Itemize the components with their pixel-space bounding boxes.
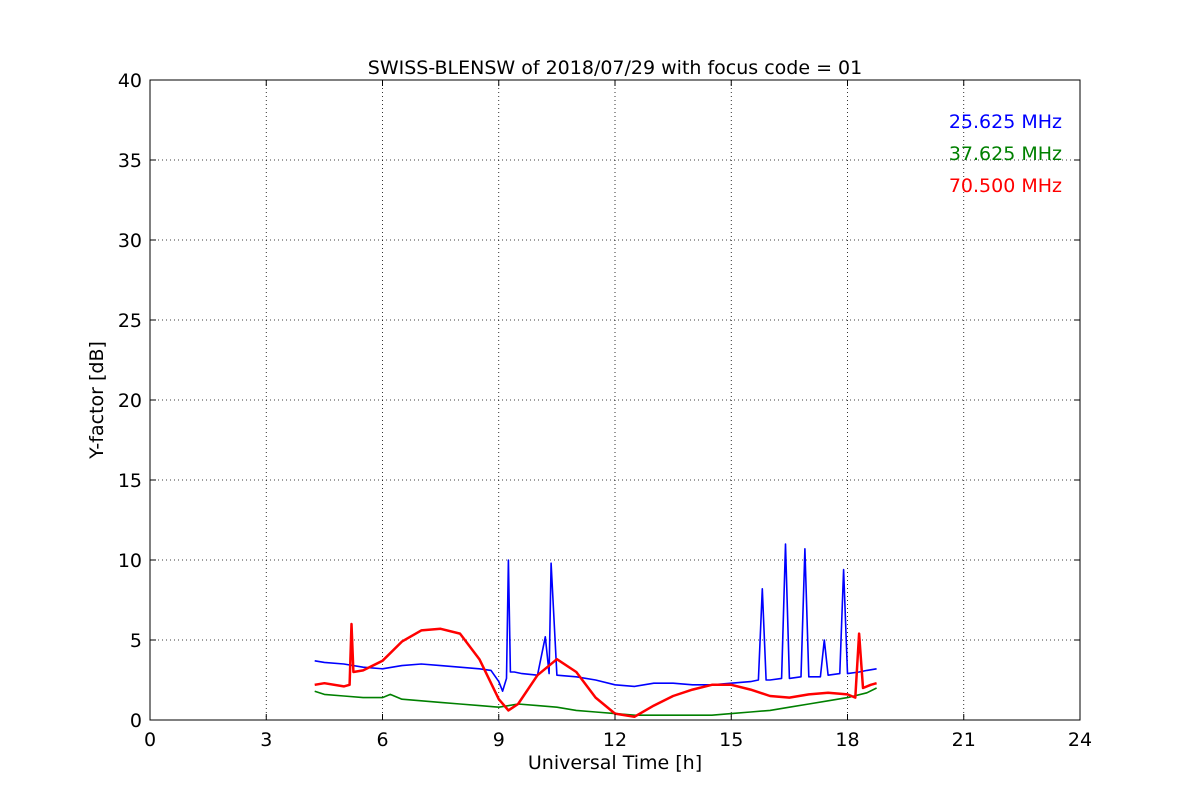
series-line-37-625-mhz: [314, 687, 877, 717]
x-tick-label: 0: [144, 729, 156, 751]
y-tick-label: 5: [130, 630, 142, 652]
chart-title: SWISS-BLENSW of 2018/07/29 with focus co…: [368, 57, 862, 79]
y-axis-label: Y-factor [dB]: [86, 341, 108, 460]
legend: 25.625 MHz 37.625 MHz 70.500 MHz: [949, 111, 1062, 197]
y-tick-label: 20: [118, 390, 142, 412]
series-line-70-500-mhz: [314, 622, 877, 719]
x-tick-label: 9: [493, 729, 505, 751]
x-tick-label: 6: [376, 729, 388, 751]
x-tick-label: 21: [952, 729, 976, 751]
y-tick-label: 10: [118, 550, 142, 572]
legend-entry: 37.625 MHz: [949, 143, 1062, 165]
x-axis-label: Universal Time [h]: [528, 752, 702, 774]
legend-entry: 25.625 MHz: [949, 111, 1062, 133]
y-tick-label: 30: [118, 230, 142, 252]
y-tick-label: 15: [118, 470, 142, 492]
legend-entry: 70.500 MHz: [949, 175, 1062, 197]
series-layer: [314, 543, 877, 719]
ticks: 0 3 6 9 12 15 18 21 24 0 5 10 15 20 25 30 35 40: [118, 70, 1092, 751]
x-tick-label: 3: [260, 729, 272, 751]
x-tick-label: 12: [603, 729, 627, 751]
y-tick-label: 25: [118, 310, 142, 332]
y-tick-label: 40: [118, 70, 142, 92]
y-tick-label: 35: [118, 150, 142, 172]
x-tick-label: 15: [719, 729, 743, 751]
x-tick-label: 24: [1068, 729, 1092, 751]
series-line-25-625-mhz: [314, 543, 877, 693]
y-tick-label: 0: [130, 710, 142, 732]
grid: [150, 80, 1080, 720]
x-tick-label: 18: [835, 729, 859, 751]
